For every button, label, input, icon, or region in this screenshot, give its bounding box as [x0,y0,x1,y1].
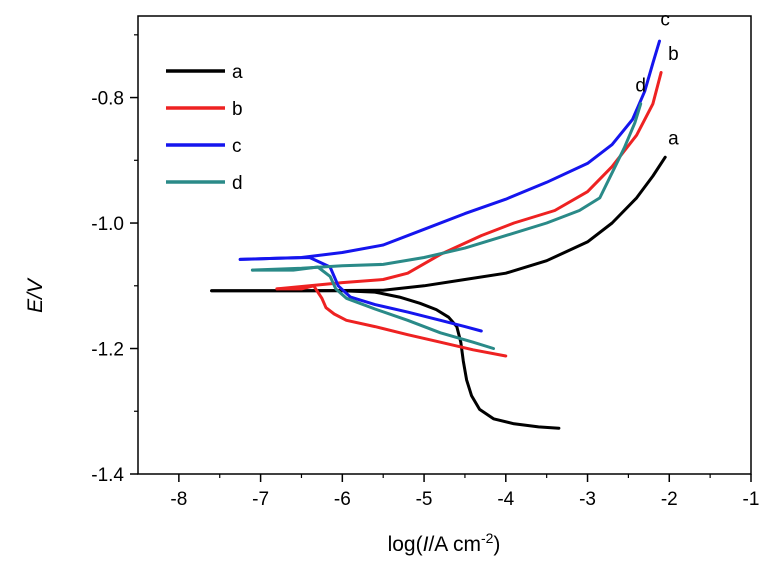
x-tick-label: -8 [170,489,187,510]
x-tick-label: -5 [416,489,433,510]
y-tick-label: -1.0 [91,214,124,235]
legend-label-d: d [232,173,243,194]
x-tick-label: -4 [497,489,514,510]
series-a-anodic-line [210,155,667,293]
series-d-anodic-line [250,102,643,272]
series-layer [210,39,667,430]
y-axis-label: E/V [24,277,47,313]
curve-end-labels: cb d a [635,9,679,149]
y-tick-label: -1.2 [91,340,124,361]
curve-end-label-a: a [668,129,679,150]
curve-end-label-d: d [635,75,646,96]
x-tick-label: -7 [252,489,269,510]
legend-label-c: c [232,136,242,157]
x-axis-label: log(I/A cm-2) [388,530,501,556]
legend-label-a: a [232,62,243,83]
ticks-layer: -8 -7 -6 -5 -4 -3 -2 -1 -0.8 -1.0 -1.2 -1.4 [91,34,760,510]
x-tick-label: -2 [661,489,678,510]
legend-label-b: b [232,99,243,120]
y-tick-label: -0.8 [91,89,124,110]
x-tick-label: -1 [743,489,760,510]
series-b-anodic-line [275,71,663,291]
curve-end-label-b: b [668,44,679,65]
x-tick-label: -6 [334,489,351,510]
series-c-anodic-line [238,39,661,261]
curve-end-label-c: c [660,9,670,30]
x-tick-label: -3 [579,489,596,510]
plot-frame [137,15,752,475]
y-tick-label: -1.4 [91,465,124,486]
